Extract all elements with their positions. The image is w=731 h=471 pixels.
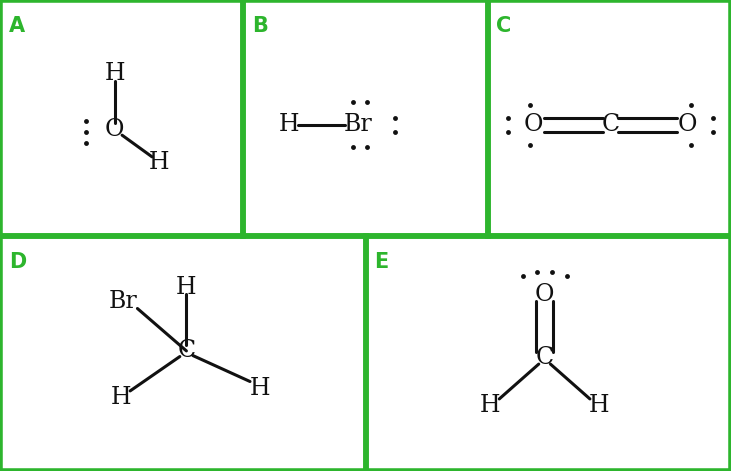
Text: H: H [589,394,610,416]
Text: C: C [536,347,553,369]
Text: E: E [374,252,388,272]
Text: H: H [110,387,131,409]
Text: Br: Br [344,114,373,136]
Text: O: O [105,118,124,141]
Text: H: H [149,151,170,174]
Text: Br: Br [108,290,137,313]
Bar [0,0,243,236]
Bar [366,236,731,471]
Bar [0,236,366,471]
Text: D: D [9,252,26,272]
Text: B: B [252,16,268,36]
Text: C: C [178,340,195,362]
Text: C: C [496,16,511,36]
Text: H: H [279,114,299,136]
Text: O: O [535,283,554,306]
Text: C: C [602,114,619,136]
Text: O: O [678,114,697,136]
Text: A: A [9,16,25,36]
Text: H: H [480,394,500,416]
Text: H: H [176,276,197,299]
Text: O: O [524,114,543,136]
Text: H: H [105,62,125,84]
Text: H: H [249,377,270,400]
Bar [488,0,731,236]
Bar [243,0,488,236]
